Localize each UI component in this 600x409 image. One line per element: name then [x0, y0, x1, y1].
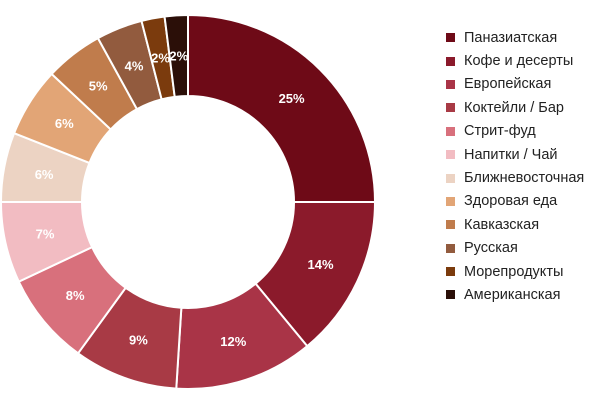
- slice-label-11: 2%: [151, 51, 170, 66]
- slice-label-5: 8%: [66, 288, 85, 303]
- slice-label-7: 6%: [35, 167, 54, 182]
- legend-item-8: Здоровая еда: [446, 190, 584, 213]
- slice-label-6: 7%: [36, 226, 55, 241]
- legend-swatch: [446, 220, 455, 230]
- legend-swatch: [446, 243, 455, 253]
- legend-label: Ближневосточная: [464, 170, 585, 187]
- legend-label: Стрит-фуд: [464, 123, 536, 140]
- legend-label: Русская: [464, 240, 518, 257]
- legend-item-3: Европейская: [446, 73, 584, 96]
- legend-label: Морепродукты: [464, 263, 564, 280]
- legend-label: Здоровая еда: [464, 193, 558, 210]
- legend-item-5: Стрит-фуд: [446, 120, 584, 143]
- legend-swatch: [446, 173, 455, 183]
- legend-label: Паназиатская: [464, 29, 558, 46]
- legend-swatch: [446, 290, 455, 300]
- chart-legend: Паназиатская Кофе и десерты Европейская Кок…: [446, 26, 584, 307]
- legend-label: Коктейли / Бар: [464, 99, 564, 116]
- legend-label: Европейская: [464, 76, 552, 93]
- legend-item-12: Американская: [446, 283, 584, 306]
- slice-label-8: 6%: [55, 116, 74, 131]
- legend-label: Кавказская: [464, 216, 540, 233]
- donut-slice-1: [187, 13, 377, 203]
- legend-label: Напитки / Чай: [464, 146, 558, 163]
- slice-label-2: 14%: [308, 257, 334, 272]
- slice-label-10: 4%: [125, 58, 144, 73]
- legend-item-10: Русская: [446, 237, 584, 260]
- legend-item-9: Кавказская: [446, 213, 584, 236]
- legend-item-1: Паназиатская: [446, 26, 584, 49]
- slice-label-3: 12%: [220, 334, 246, 349]
- legend-item-7: Ближневосточная: [446, 166, 584, 189]
- legend-label: Американская: [464, 286, 561, 303]
- slice-label-4: 9%: [129, 332, 148, 347]
- legend-swatch: [446, 103, 455, 113]
- legend-item-6: Напитки / Чай: [446, 143, 584, 166]
- slice-label-9: 5%: [89, 79, 108, 94]
- legend-swatch: [446, 196, 455, 206]
- slice-label-12: 2%: [169, 48, 188, 63]
- legend-swatch: [446, 150, 455, 160]
- slice-label-1: 25%: [279, 91, 305, 106]
- legend-item-2: Кофе и десерты: [446, 49, 584, 72]
- donut-slice-12: [163, 13, 189, 98]
- legend-item-11: Морепродукты: [446, 260, 584, 283]
- legend-swatch: [446, 126, 455, 136]
- legend-label: Кофе и десерты: [464, 53, 574, 70]
- legend-swatch: [446, 33, 455, 43]
- legend-item-4: Коктейли / Бар: [446, 96, 584, 119]
- legend-swatch: [446, 267, 455, 277]
- legend-swatch: [446, 79, 455, 89]
- legend-swatch: [446, 56, 455, 66]
